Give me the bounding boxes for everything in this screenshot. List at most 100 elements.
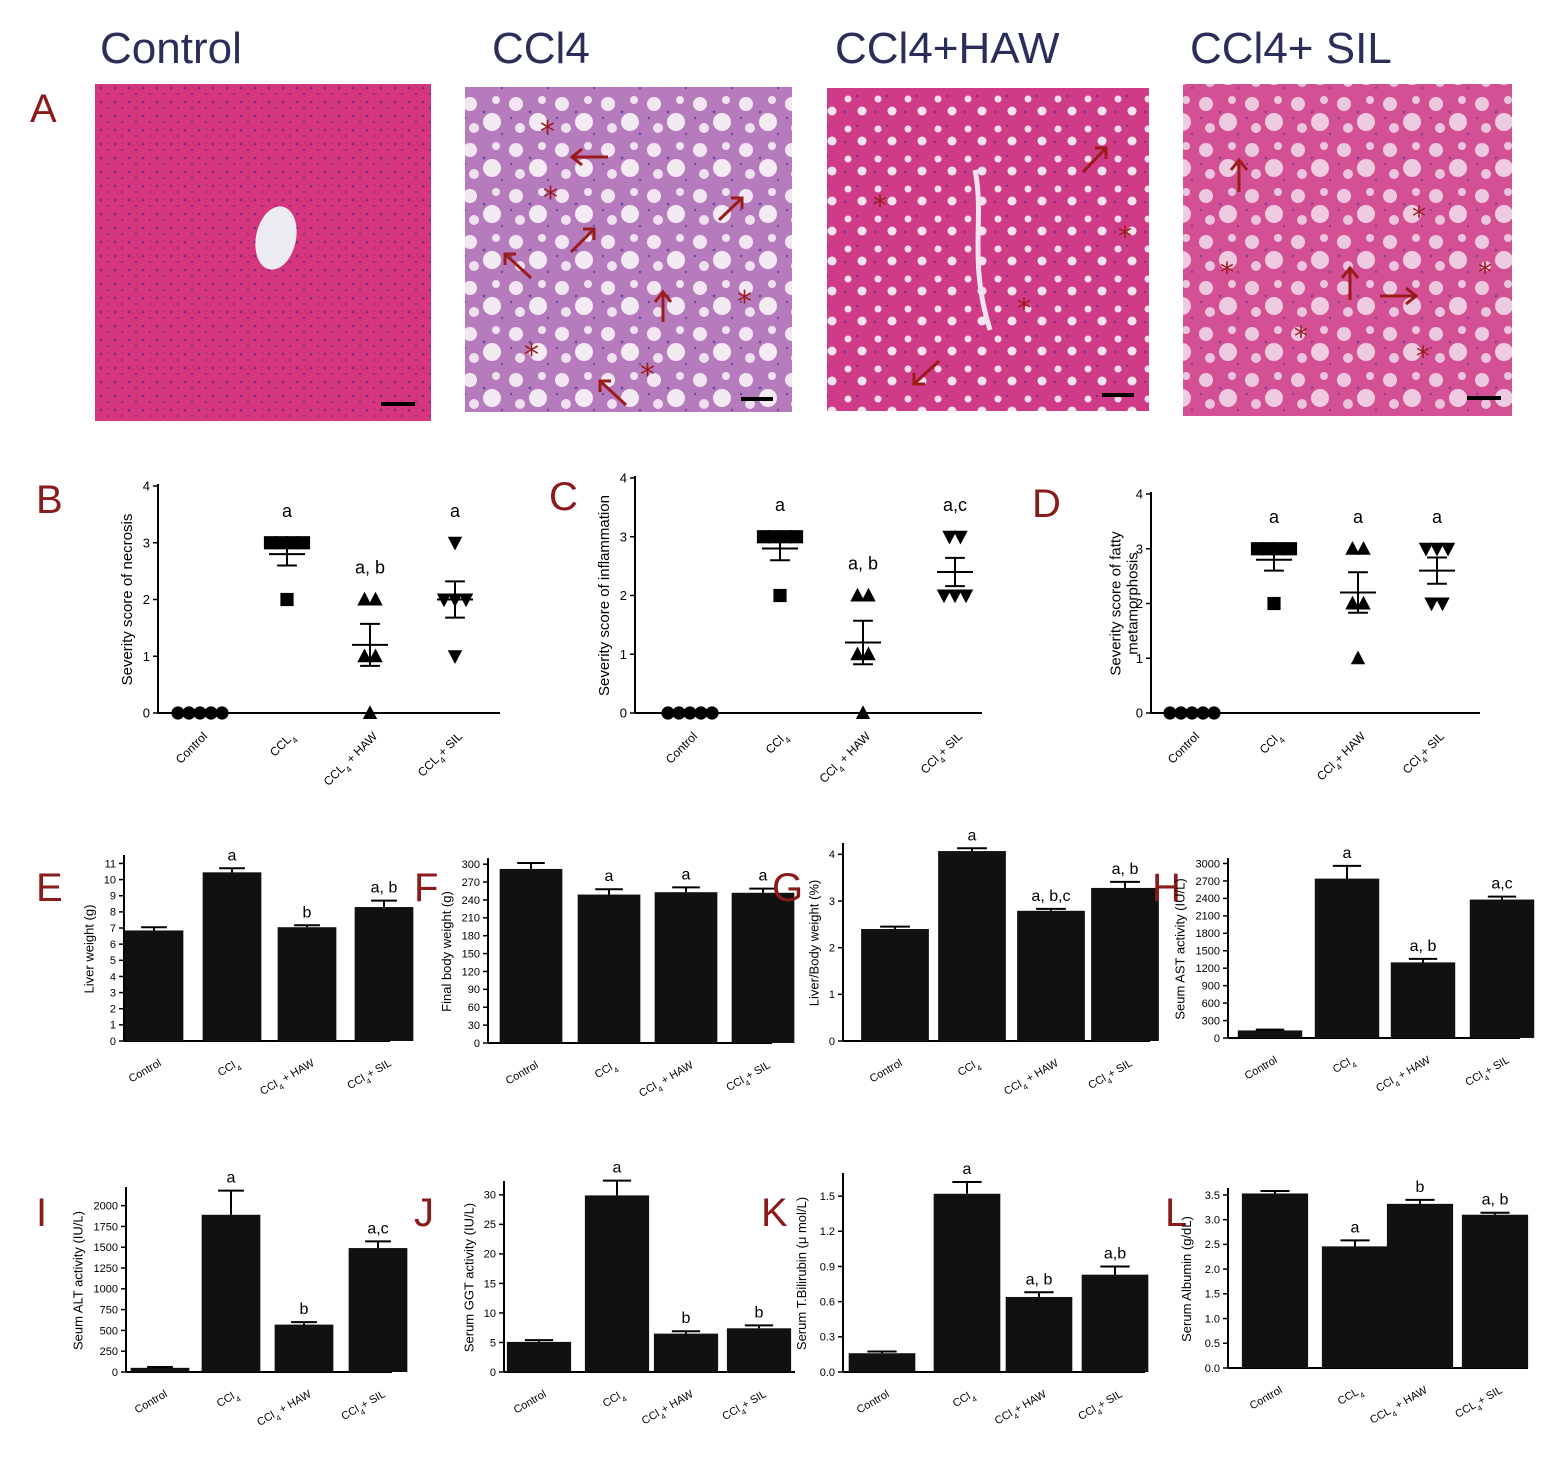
category-label: CCl4 + HAW xyxy=(1374,1054,1435,1098)
data-point xyxy=(1424,597,1439,612)
data-point xyxy=(861,587,876,602)
significance-label: b xyxy=(682,1310,691,1327)
chart-panel-h: H 0 300 600 900 1200 1500 1800 2100 2400 2700 3000 S… xyxy=(1152,845,1535,1098)
significance-label: b xyxy=(1416,1179,1425,1196)
data-point xyxy=(942,530,957,545)
significance-label: a xyxy=(450,501,461,521)
y-tick-label: 4 xyxy=(829,849,835,861)
category-label: CCl4 + HAW xyxy=(258,1057,319,1101)
significance-label: a, b xyxy=(1112,861,1139,878)
hist-title-ccl4-haw: CCl4+HAW xyxy=(835,24,1060,73)
data-point xyxy=(756,530,771,544)
bar xyxy=(201,1214,261,1372)
histology-image-ccl4-haw: * * * xyxy=(827,88,1149,411)
category-label: CCl4 xyxy=(951,1388,979,1413)
bar xyxy=(1321,1246,1389,1368)
category-label: CCl4 + HAW xyxy=(817,729,877,789)
y-tick-label: 0.6 xyxy=(820,1296,835,1308)
y-tick-label: 4 xyxy=(620,471,627,486)
significance-label: a, b xyxy=(355,558,385,578)
significance-label: a xyxy=(759,868,768,885)
bar xyxy=(277,927,337,1041)
panel-letter-k: K xyxy=(761,1191,788,1235)
category-label: CCl4 + HAW xyxy=(637,1059,698,1103)
bar xyxy=(1461,1214,1529,1368)
category-label: CCL4 xyxy=(267,729,300,762)
chart-panel-g: G 0 1 2 3 4 Liver/Body weight (%) Control CCl4 CC… xyxy=(772,827,1159,1098)
data-point xyxy=(296,536,311,550)
bar xyxy=(584,1195,650,1372)
y-tick-label: 210 xyxy=(462,913,480,925)
hist-title-control: Control xyxy=(100,24,242,73)
data-point xyxy=(850,646,865,661)
data-point xyxy=(1440,542,1456,557)
lesion-asterisk: * xyxy=(1478,256,1492,289)
lesion-asterisk: * xyxy=(640,358,655,393)
significance-label: a, b xyxy=(371,880,398,897)
histology-image-control xyxy=(95,84,431,421)
chart-panel-l: L 0.0 0.5 1.0 1.5 2.0 2.5 3.0 3.5 Serum Albumin (… xyxy=(1165,1179,1529,1427)
bar xyxy=(861,929,929,1041)
data-point xyxy=(447,650,463,665)
y-tick-label: 0 xyxy=(112,1367,118,1379)
y-tick-label: 0 xyxy=(143,706,150,721)
y-tick-label: 0.0 xyxy=(820,1367,835,1379)
chart-panel-k: K 0.0 0.3 0.6 0.9 1.2 1.5 Serum T.Bilirubin (μ … xyxy=(761,1161,1149,1427)
chart-panel-b: B 0 1 2 3 4 Severity score of necrosis Control C… xyxy=(36,478,500,792)
significance-label: a xyxy=(775,495,786,515)
scale-bar xyxy=(1467,396,1501,400)
y-tick-label: 60 xyxy=(468,1002,480,1014)
significance-label: a xyxy=(968,827,977,844)
lesion-asterisk: * xyxy=(1412,200,1426,233)
bar xyxy=(1017,910,1085,1041)
data-point xyxy=(1356,540,1371,555)
lesion-asterisk: * xyxy=(543,181,558,216)
y-tick-label: 10 xyxy=(104,874,116,886)
y-axis-label: Seum AST activity (IU/L) xyxy=(1173,878,1188,1019)
category-label: CCL4+ SIL xyxy=(1453,1384,1506,1424)
data-point xyxy=(1435,597,1450,612)
data-point xyxy=(773,588,787,603)
significance-label: a xyxy=(605,868,614,885)
y-tick-label: 0.3 xyxy=(820,1332,835,1344)
y-tick-label: 5 xyxy=(110,955,116,967)
data-point xyxy=(947,589,963,604)
lesion-asterisk: * xyxy=(1220,256,1234,289)
panel-letter-c: C xyxy=(549,475,578,519)
significance-label: a xyxy=(1432,507,1443,527)
y-tick-label: 600 xyxy=(1202,998,1220,1010)
y-axis-label: Serum GGT activity (IU/L) xyxy=(461,1203,476,1352)
data-point xyxy=(1418,542,1434,557)
bar xyxy=(938,851,1006,1041)
significance-label: a xyxy=(1269,507,1280,527)
category-label: Control xyxy=(663,729,700,766)
significance-label: a xyxy=(1343,845,1352,862)
y-tick-label: 4 xyxy=(110,971,116,983)
y-tick-label: 3 xyxy=(620,529,627,544)
significance-label: a, b,c xyxy=(1031,888,1070,905)
category-label: Control xyxy=(1243,1054,1280,1082)
category-label: CCL4 + HAW xyxy=(321,729,384,792)
data-point xyxy=(1267,596,1281,611)
y-axis-label: Serum T.Bilirubin (μ mol/L) xyxy=(794,1197,809,1350)
y-tick-label: 0.0 xyxy=(1205,1363,1220,1375)
lesion-arrow xyxy=(569,227,596,254)
y-axis-label: Severity score of necrosis xyxy=(119,514,136,686)
y-tick-label: 1500 xyxy=(1196,946,1220,958)
bar xyxy=(130,1367,190,1372)
chart-panel-c: C 0 1 2 3 4 Severity score of inflammation Cont… xyxy=(549,471,982,789)
chart-panel-i: I 0 250 500 750 1000 1250 1500 1750 2000 Seum ALT … xyxy=(36,1170,408,1429)
y-tick-label: 0.5 xyxy=(1205,1338,1220,1350)
panel-letter-d: D xyxy=(1032,482,1061,526)
category-label: CCl4 xyxy=(601,1388,629,1413)
y-tick-label: 1000 xyxy=(94,1284,118,1296)
y-tick-label: 6 xyxy=(110,939,116,951)
scale-bar xyxy=(1102,393,1134,397)
category-label: CCl4+ SIL xyxy=(339,1388,389,1426)
panel-letter-l: L xyxy=(1165,1191,1187,1235)
y-tick-label: 0 xyxy=(490,1367,496,1379)
y-tick-label: 3 xyxy=(1136,541,1143,556)
lesion-arrow xyxy=(717,196,744,222)
significance-label: a xyxy=(282,501,293,521)
